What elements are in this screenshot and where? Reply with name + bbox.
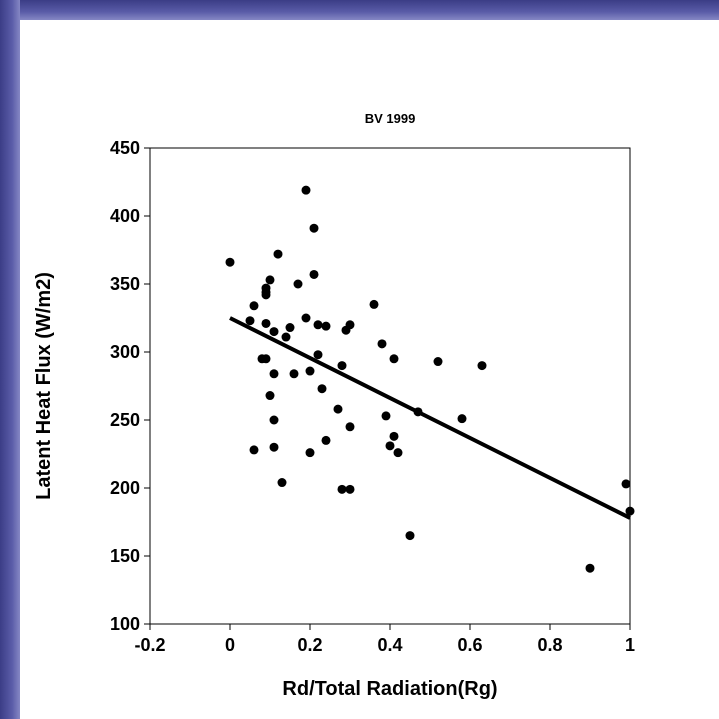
data-point — [293, 279, 303, 289]
data-point — [261, 318, 271, 328]
data-point — [457, 414, 467, 424]
data-point — [277, 478, 287, 488]
slide-top-bar — [0, 0, 719, 20]
plot-area-border — [149, 147, 631, 625]
y-tick-label: 350 — [110, 274, 140, 294]
data-point — [337, 361, 347, 371]
trendline — [229, 316, 631, 520]
data-point — [345, 484, 355, 494]
data-point — [317, 384, 327, 394]
y-tick-label: 100 — [110, 614, 140, 634]
x-tick-label: 1 — [625, 635, 635, 655]
data-point — [337, 484, 347, 494]
x-tick-label: 0.8 — [537, 635, 562, 655]
data-point — [301, 185, 311, 195]
data-point — [477, 361, 487, 371]
data-point — [281, 332, 291, 342]
x-tick-label: 0.6 — [457, 635, 482, 655]
data-point — [265, 275, 275, 285]
data-point — [245, 316, 255, 326]
y-tick-label: 450 — [110, 138, 140, 158]
data-point — [377, 339, 387, 349]
x-tick-label: -0.2 — [134, 635, 165, 655]
slide-left-bar — [0, 0, 20, 719]
y-tick-label: 400 — [110, 206, 140, 226]
data-point — [393, 448, 403, 458]
data-point — [289, 369, 299, 379]
data-point — [333, 404, 343, 414]
data-point — [381, 411, 391, 421]
chart-title: BV 1999 — [365, 111, 416, 126]
data-point — [625, 506, 635, 516]
y-tick-label: 250 — [110, 410, 140, 430]
data-point — [265, 391, 275, 401]
data-point — [261, 354, 271, 364]
data-point — [389, 354, 399, 364]
data-point — [269, 415, 279, 425]
data-point — [369, 299, 379, 309]
data-point — [385, 441, 395, 451]
data-point — [321, 321, 331, 331]
data-point — [345, 320, 355, 330]
y-tick-label: 300 — [110, 342, 140, 362]
x-tick-label: 0 — [225, 635, 235, 655]
y-axis-label: Latent Heat Flux (W/m2) — [33, 272, 55, 500]
data-point — [301, 313, 311, 323]
data-point — [389, 431, 399, 441]
x-tick-label: 0.2 — [297, 635, 322, 655]
y-tick-label: 150 — [110, 546, 140, 566]
data-point — [269, 327, 279, 337]
data-point — [269, 369, 279, 379]
y-axis: 100 150 200 250 300 350 400 450 — [110, 138, 150, 634]
data-point — [305, 448, 315, 458]
data-point — [225, 257, 235, 267]
x-axis: -0.2 0 0.2 0.4 0.6 0.8 1 — [134, 624, 635, 655]
y-tick-label: 200 — [110, 478, 140, 498]
data-point — [273, 249, 283, 259]
data-point — [405, 531, 415, 541]
data-point — [309, 223, 319, 233]
data-point — [585, 563, 595, 573]
data-point — [621, 479, 631, 489]
data-point — [345, 422, 355, 432]
data-points — [225, 185, 635, 573]
data-point — [261, 290, 271, 300]
data-point — [269, 442, 279, 452]
data-point — [249, 445, 259, 455]
trendline-group — [229, 316, 631, 520]
x-tick-label: 0.4 — [377, 635, 402, 655]
data-point — [285, 323, 295, 333]
data-point — [309, 269, 319, 279]
data-point — [321, 435, 331, 445]
data-point — [433, 357, 443, 367]
data-point — [313, 320, 323, 330]
data-point — [305, 366, 315, 376]
data-point — [249, 301, 259, 311]
x-axis-label: Rd/Total Radiation(Rg) — [282, 678, 497, 700]
data-point — [313, 350, 323, 360]
